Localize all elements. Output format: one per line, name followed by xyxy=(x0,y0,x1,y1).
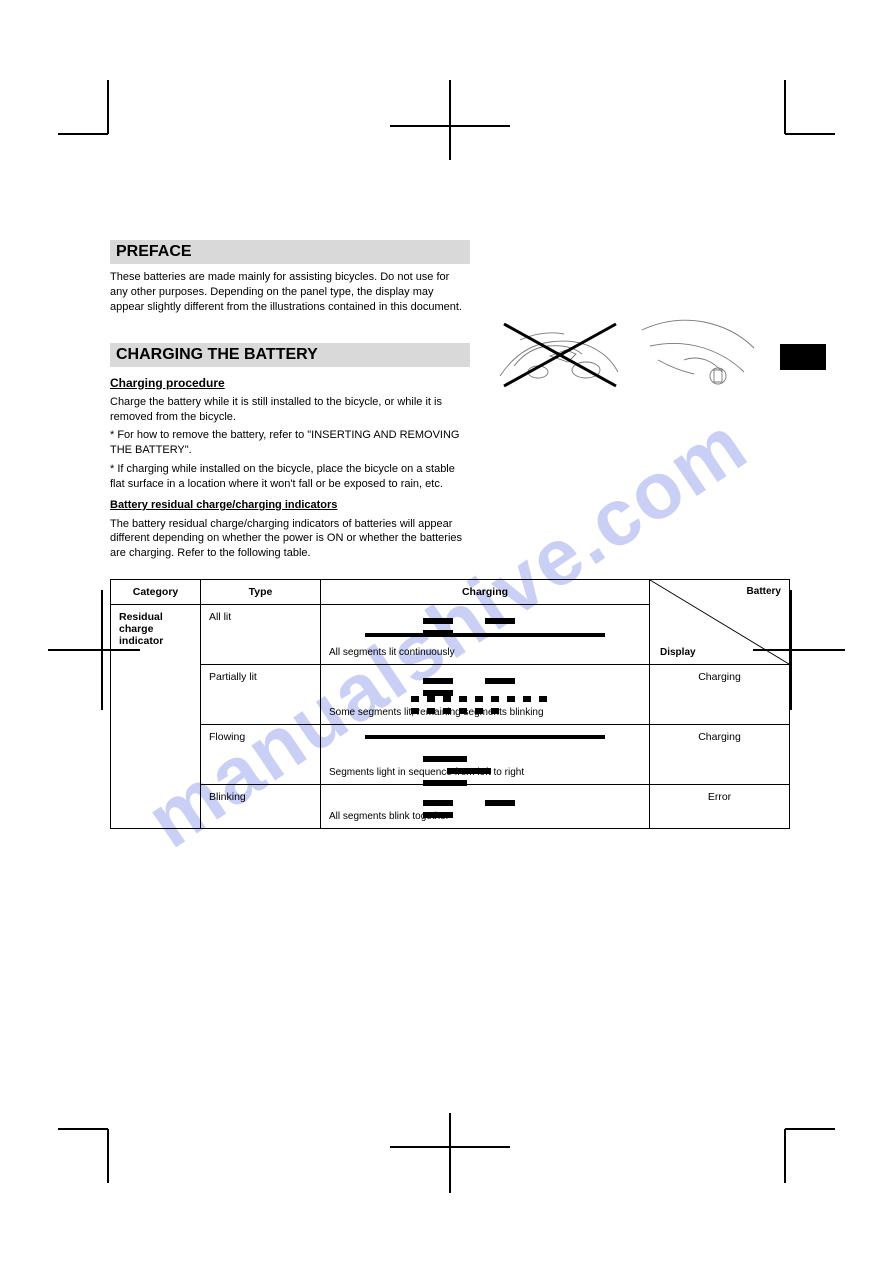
illustration-correct xyxy=(634,306,774,400)
crop-mark-top-right xyxy=(775,70,845,144)
th-battery-label2: Display xyxy=(660,647,696,658)
td-chg-0: All segments lit continuously xyxy=(321,605,650,665)
illustration-pair xyxy=(490,306,790,406)
th-battery-label1: Battery xyxy=(747,586,781,597)
td-bat-2: Charging xyxy=(650,725,790,785)
page-root: manualshive.com PREFACE These batteries … xyxy=(0,0,893,1263)
td-type-0: All lit xyxy=(201,605,321,665)
crop-mark-top-left xyxy=(48,70,118,144)
crop-mark-bottom-center xyxy=(380,1103,520,1203)
td-vertical-label: Residual charge indicator xyxy=(111,605,201,829)
heading-charging: CHARGING THE BATTERY xyxy=(110,343,470,367)
subhead-procedure: Charging procedure xyxy=(110,375,470,391)
subsubhead-indicators: Battery residual charge/charging indicat… xyxy=(110,498,470,513)
table-row: Flowing Segments light in sequence from … xyxy=(111,725,790,785)
illustration-wrong xyxy=(490,306,630,400)
th-charging: Charging xyxy=(321,580,650,605)
td-bat-3: Error xyxy=(650,785,790,829)
crop-mark-top-center xyxy=(380,70,520,170)
preface-para: These batteries are made mainly for assi… xyxy=(110,270,470,315)
table-row: Blinking All segments blink together Err… xyxy=(111,785,790,829)
td-chg-1: Some segments lit, remaining segments bl… xyxy=(321,665,650,725)
charging-para-1: Charge the battery while it is still ins… xyxy=(110,395,470,425)
charging-para-2: * For how to remove the battery, refer t… xyxy=(110,428,470,458)
charging-body: Charging procedure Charge the battery wh… xyxy=(110,375,470,562)
charging-para-3: * If charging while installed on the bic… xyxy=(110,462,470,492)
td-type-2: Flowing xyxy=(201,725,321,785)
table: Category Type Charging Battery Display R… xyxy=(110,579,790,829)
cat-label: Residual charge indicator xyxy=(119,611,192,647)
td-bat-1: Charging xyxy=(650,665,790,725)
heading-preface: PREFACE xyxy=(110,240,470,264)
crop-mark-bottom-right xyxy=(775,1119,845,1193)
desc-0: All segments lit continuously xyxy=(329,647,641,658)
residual-charge-table: Category Type Charging Battery Display R… xyxy=(110,579,790,829)
table-row-header: Category Type Charging Battery Display xyxy=(111,580,790,605)
th-type: Type xyxy=(201,580,321,605)
content-area: PREFACE These batteries are made mainly … xyxy=(110,240,790,829)
language-tab xyxy=(780,344,826,370)
th-category: Category xyxy=(111,580,201,605)
td-chg-3: All segments blink together xyxy=(321,785,650,829)
td-chg-2: Segments light in sequence from left to … xyxy=(321,725,650,785)
crop-mark-bottom-left xyxy=(48,1119,118,1193)
preface-body: These batteries are made mainly for assi… xyxy=(110,270,470,315)
th-battery: Battery Display xyxy=(650,580,790,665)
td-type-3: Blinking xyxy=(201,785,321,829)
table-row: Partially lit Some segments lit, remaini… xyxy=(111,665,790,725)
charging-para-4: The battery residual charge/charging ind… xyxy=(110,517,470,562)
td-type-1: Partially lit xyxy=(201,665,321,725)
